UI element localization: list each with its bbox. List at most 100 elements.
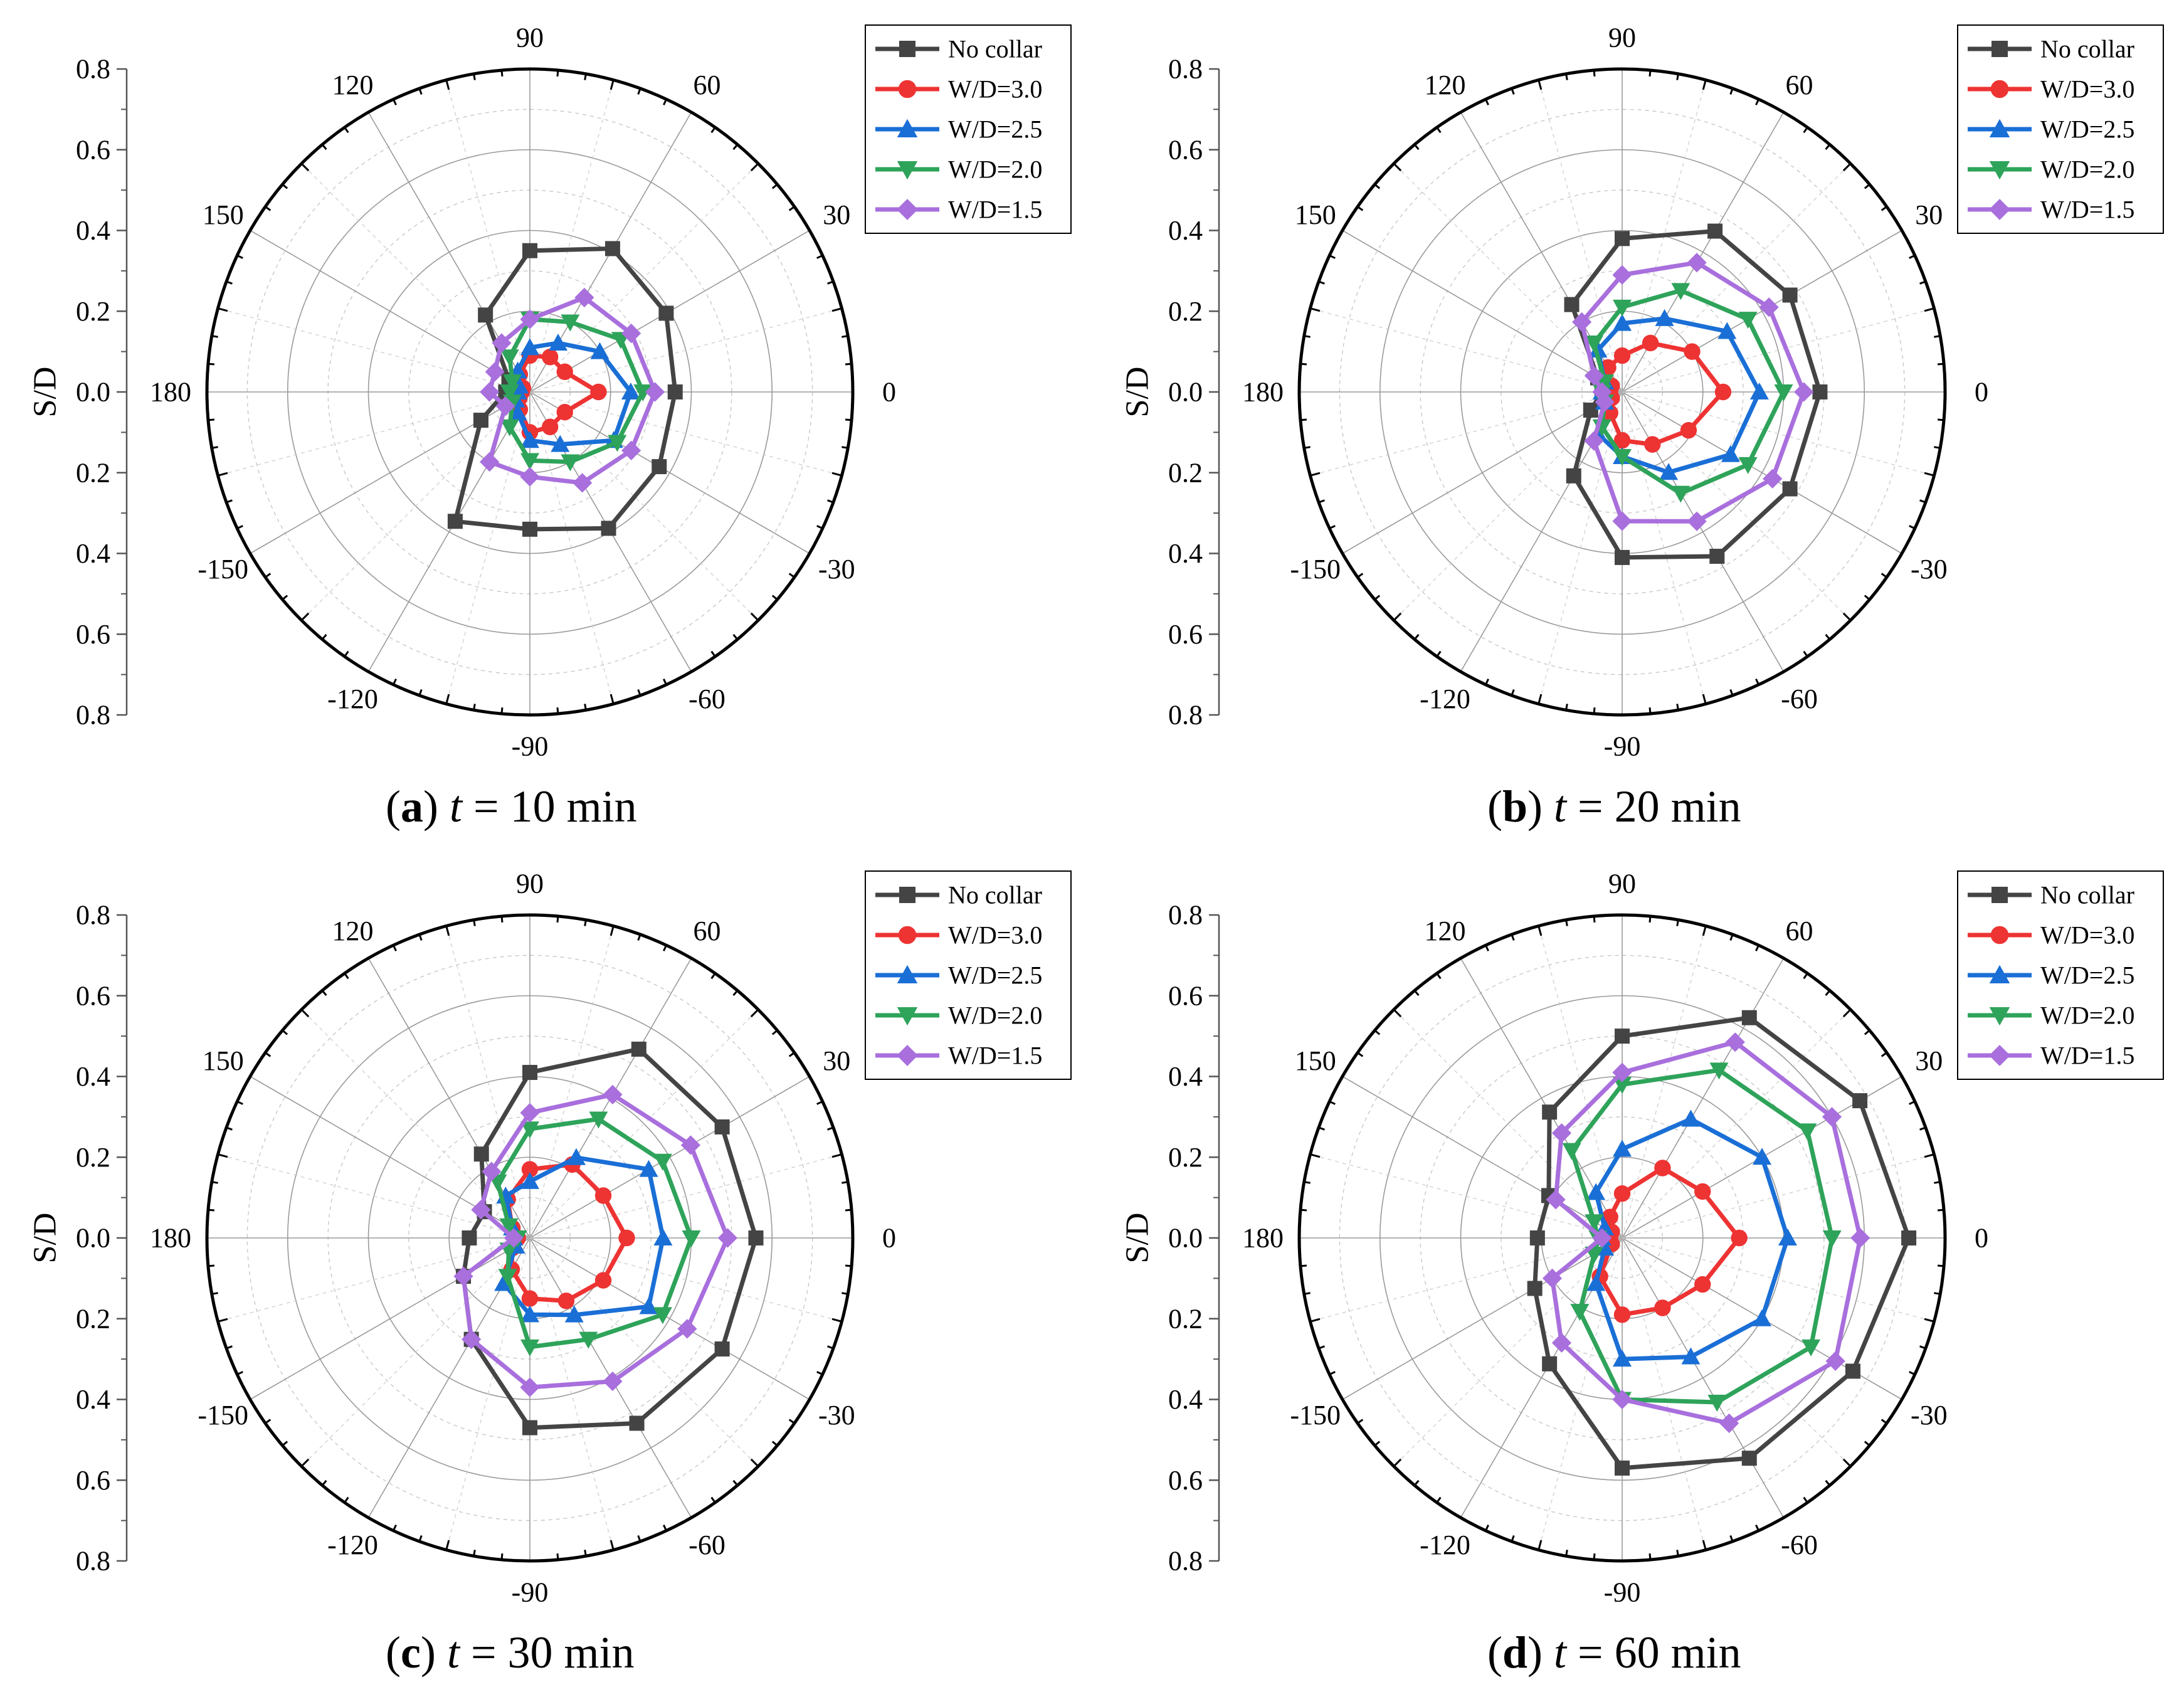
grid-spoke-minor: [529, 391, 759, 621]
polar-tick: [831, 307, 842, 312]
polar-tick: [300, 162, 310, 172]
data-point: [453, 1266, 473, 1286]
data-point: [521, 1161, 539, 1178]
legend-marker: [1989, 1007, 2010, 1026]
data-point: [494, 1274, 514, 1291]
polar-tick: [841, 335, 848, 338]
polar-tick: [1676, 704, 1679, 711]
polar-tick: [282, 1441, 288, 1447]
legend-marker: [898, 80, 917, 98]
radial-tick-label: 0.8: [1168, 700, 1203, 731]
polar-tick: [1436, 127, 1442, 134]
data-point: [1613, 449, 1632, 466]
data-point: [1583, 402, 1598, 418]
angle-label: 90: [516, 23, 544, 53]
data-point: [520, 1339, 539, 1356]
polar-tick: [1881, 573, 1887, 578]
caption-paren-open: (: [386, 781, 401, 832]
legend-label: W/D=2.0: [2040, 156, 2134, 184]
radial-tick-label: 0.2: [1168, 457, 1203, 488]
polar-tick: [1909, 1371, 1916, 1376]
angle-label: -90: [512, 731, 549, 762]
data-point: [1694, 1183, 1711, 1200]
polar-tick: [1919, 280, 1926, 285]
polar-tick: [637, 934, 641, 941]
polar-tick: [1511, 1535, 1515, 1542]
angle-label: 0: [1975, 1223, 1988, 1254]
polar-tick: [827, 1345, 834, 1350]
polar-tick: [710, 127, 716, 134]
radial-tick-label: 0.0: [76, 1223, 110, 1254]
data-point: [601, 521, 616, 536]
polar-tick: [1310, 307, 1321, 312]
data-point: [500, 419, 519, 436]
polar-tick: [771, 1029, 778, 1035]
data-point: [1592, 382, 1612, 402]
data-point: [1562, 1143, 1581, 1160]
legend-label: W/D=2.0: [948, 156, 1042, 184]
grid-spoke: [1622, 391, 1785, 672]
caption-time-value: = 10 min: [462, 781, 637, 832]
legend: No collar W/D=3.0 W/D=2.5 W/D=2.0 W/D=1.5: [1957, 870, 2164, 1080]
angle-label: 150: [203, 199, 244, 230]
polar-tick: [1702, 694, 1707, 704]
polar-tick: [1702, 926, 1707, 936]
polar-tick: [637, 88, 641, 95]
data-point: [551, 435, 570, 452]
grid-spoke-minor: [301, 1009, 530, 1239]
data-point: [1570, 1304, 1590, 1321]
polar-tick: [344, 650, 349, 657]
data-point: [520, 467, 540, 487]
polar-tick: [788, 1419, 795, 1424]
polar-tick: [1924, 1318, 1934, 1323]
radial-tick-label: 0.0: [1168, 377, 1203, 408]
data-point: [1613, 314, 1632, 331]
data-point: [1749, 383, 1769, 399]
data-point: [522, 1420, 537, 1436]
polar-tick: [1729, 1535, 1734, 1542]
data-point: [480, 382, 500, 402]
legend: No collar W/D=3.0 W/D=2.5 W/D=2.0 W/D=1.5: [865, 24, 1072, 234]
angle-label: 0: [882, 377, 896, 408]
polar-tick: [816, 1371, 823, 1376]
data-point: [1615, 549, 1630, 565]
polar-tick: [1755, 944, 1760, 951]
data-point: [522, 243, 537, 258]
grid-spoke-minor: [529, 1009, 759, 1239]
polar-tick: [1825, 633, 1831, 640]
data-point: [1741, 1010, 1757, 1025]
polar-tick: [1924, 472, 1934, 477]
angle-label: 30: [1915, 1045, 1943, 1076]
data-point: [1845, 1363, 1860, 1379]
polar-tick: [1842, 612, 1852, 621]
data-point: [1551, 1333, 1572, 1353]
radial-tick-label: 0.2: [1168, 1142, 1203, 1173]
grid-spoke-minor: [218, 391, 530, 476]
grid-spoke: [529, 391, 810, 554]
radial-tick-label: 0.6: [76, 134, 110, 165]
data-point: [1584, 335, 1603, 352]
legend-marker: [1990, 926, 2009, 944]
angle-label: -30: [818, 554, 855, 584]
polar-tick: [1881, 1419, 1887, 1424]
radial-tick-label: 0.4: [1168, 538, 1203, 569]
data-point: [1794, 382, 1814, 402]
data-point: [572, 473, 593, 493]
data-point: [1592, 1228, 1612, 1248]
angle-label: 120: [1425, 70, 1466, 100]
polar-tick: [1484, 679, 1489, 685]
legend-marker: [1989, 161, 2010, 180]
angle-label: 30: [823, 199, 850, 230]
legend-marker: [899, 887, 915, 903]
grid-spoke: [250, 230, 530, 393]
polar-tick: [841, 1181, 848, 1184]
legend-marker: [1989, 199, 2010, 220]
polar-tick: [1357, 573, 1364, 578]
grid-spoke-minor: [529, 1237, 614, 1550]
polar-tick: [1755, 98, 1760, 105]
radial-tick-label: 0.8: [1168, 900, 1203, 931]
polar-tick: [1729, 88, 1734, 95]
data-point: [653, 1229, 673, 1245]
data-point: [574, 287, 594, 308]
radial-tick-label: 0.8: [76, 54, 110, 85]
